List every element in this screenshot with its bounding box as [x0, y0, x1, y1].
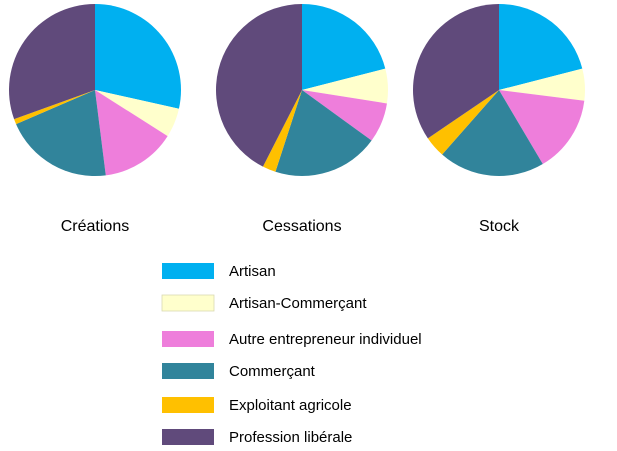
pie-title: Créations: [61, 218, 129, 235]
legend-swatch: [162, 397, 214, 413]
pie-cessations: [215, 3, 388, 177]
slice-stock-4: [427, 90, 499, 155]
slice-stock-2: [499, 90, 585, 165]
slice-créations-0: [95, 4, 182, 109]
slice-cessations-3: [275, 90, 372, 177]
slice-stock-3: [442, 90, 543, 176]
legend-label: Autre entrepreneur individuel: [229, 331, 422, 348]
pie-title: Cessations: [262, 218, 341, 235]
legend-swatch: [162, 331, 214, 347]
slice-cessations-1: [302, 68, 388, 104]
slice-créations-2: [95, 90, 168, 176]
slice-stock-1: [499, 68, 585, 101]
legend-swatch: [161, 294, 215, 312]
slice-cessations-5: [215, 3, 302, 167]
pie-stock: [412, 4, 585, 176]
legend-label: Artisan: [229, 263, 276, 280]
legend-swatch: [162, 363, 214, 379]
legend-label: Artisan-Commerçant: [229, 295, 367, 312]
slice-cessations-0: [302, 4, 386, 90]
legend-swatch: [162, 263, 214, 279]
slice-cessations-2: [302, 90, 387, 141]
slice-créations-1: [95, 90, 179, 137]
legend-label: Profession libérale: [229, 429, 352, 446]
pie-créations: [8, 3, 182, 176]
legend-swatch: [162, 429, 214, 445]
slice-cessations-4: [262, 90, 302, 172]
slice-créations-4: [14, 90, 95, 125]
legend-label: Exploitant agricole: [229, 397, 352, 414]
slice-créations-3: [16, 90, 106, 176]
slice-stock-0: [499, 4, 583, 90]
legend-label: Commerçant: [229, 363, 316, 380]
slice-stock-5: [412, 4, 499, 139]
slice-créations-5: [8, 3, 95, 120]
pie-title: Stock: [479, 218, 520, 235]
